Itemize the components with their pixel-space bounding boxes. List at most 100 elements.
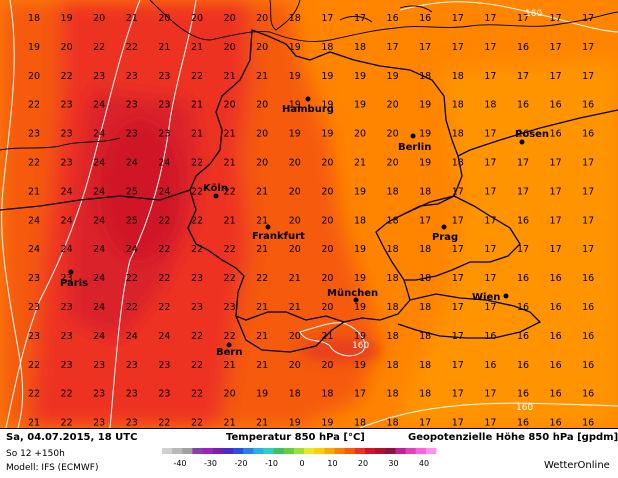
temperature-value: 23 — [61, 331, 73, 342]
temperature-value: 23 — [93, 418, 105, 428]
temperature-value: 20 — [256, 13, 268, 24]
temperature-value: 20 — [191, 13, 203, 24]
temperature-value: 19 — [354, 273, 366, 284]
temperature-value: 21 — [28, 418, 40, 428]
temperature-value: 24 — [93, 129, 105, 140]
legend-tick-label: 10 — [327, 459, 337, 468]
temperature-value: 17 — [517, 244, 529, 255]
austria-border — [397, 293, 542, 339]
temperature-value: 24 — [93, 100, 105, 111]
temperature-value: 24 — [61, 186, 73, 197]
temperature-value: 18 — [387, 302, 399, 313]
temperature-value: 16 — [517, 389, 529, 400]
temperature-value: 19 — [354, 331, 366, 342]
forecast-date: Sa, 04.07.2015, 18 UTC — [6, 432, 138, 443]
city-dot-wien — [503, 293, 509, 299]
temperature-value: 22 — [191, 418, 203, 428]
temperature-value: 20 — [321, 186, 333, 197]
temperature-value: 24 — [93, 158, 105, 169]
temperature-value: 23 — [61, 100, 73, 111]
legend-swatch — [405, 448, 417, 454]
temperature-value: 17 — [452, 13, 464, 24]
temperature-value: 17 — [582, 158, 594, 169]
temperature-value: 21 — [256, 71, 268, 82]
temperature-value: 22 — [158, 215, 170, 226]
temperature-value: 17 — [484, 302, 496, 313]
temperature-value: 22 — [256, 273, 268, 284]
temperature-value: 17 — [582, 42, 594, 53]
legend-bar — [162, 448, 437, 454]
temperature-value: 20 — [321, 360, 333, 371]
contour-labels: 160 160 160 — [352, 9, 542, 413]
temperature-value: 20 — [158, 13, 170, 24]
temperature-value: 19 — [354, 244, 366, 255]
temperature-value: 22 — [224, 186, 236, 197]
temperature-value: 17 — [517, 186, 529, 197]
temperature-value: 18 — [419, 331, 431, 342]
temperature-value: 20 — [354, 129, 366, 140]
north-coast — [149, 0, 618, 43]
temperature-value: 20 — [224, 42, 236, 53]
temperature-value: 17 — [387, 42, 399, 53]
temperature-value: 19 — [354, 360, 366, 371]
contour-label: 160 — [525, 9, 542, 19]
legend-swatch — [385, 448, 396, 454]
contour-center-west — [109, 0, 197, 428]
temperature-value: 17 — [484, 273, 496, 284]
city-label-prag: Prag — [432, 232, 458, 243]
legend-ticks: -40 -30 -20 -10 0 10 20 30 40 — [173, 459, 429, 468]
temperature-value: 18 — [321, 389, 333, 400]
temperature-value: 22 — [191, 389, 203, 400]
temperature-value: 23 — [158, 71, 170, 82]
temperature-value: 16 — [517, 42, 529, 53]
temperature-value: 19 — [289, 418, 301, 428]
temperature-value: 22 — [28, 158, 40, 169]
temperature-value: 19 — [289, 100, 301, 111]
temperature-value: 25 — [126, 215, 138, 226]
temperature-value: 20 — [321, 215, 333, 226]
temperature-value: 18 — [419, 273, 431, 284]
temperature-value: 18 — [387, 360, 399, 371]
legend-tick-label: 30 — [388, 459, 398, 468]
temperature-value: 20 — [289, 360, 301, 371]
temperature-value: 19 — [419, 158, 431, 169]
temperature-value: 21 — [256, 186, 268, 197]
temperature-value: 16 — [550, 389, 562, 400]
temperature-value: 17 — [484, 129, 496, 140]
temperature-value: 23 — [158, 100, 170, 111]
temperature-value: 18 — [484, 100, 496, 111]
temperature-value: 23 — [61, 129, 73, 140]
temperature-value: 23 — [126, 389, 138, 400]
forecast-run: So 12 +150h — [6, 449, 65, 459]
temperature-value: 18 — [452, 100, 464, 111]
poland-east — [457, 109, 618, 157]
temperature-value: 22 — [28, 100, 40, 111]
contour-alps — [299, 322, 366, 357]
city-dot-paris — [68, 269, 74, 275]
temperature-value: 19 — [387, 71, 399, 82]
temperature-value: 22 — [93, 42, 105, 53]
temperature-value: 23 — [61, 273, 73, 284]
temperature-value: 19 — [289, 71, 301, 82]
temperature-value: 18 — [387, 244, 399, 255]
temperature-value: 16 — [550, 360, 562, 371]
temperature-value: 22 — [28, 360, 40, 371]
temperature-value: 23 — [158, 389, 170, 400]
legend-swatch — [273, 448, 285, 454]
temperature-value: 24 — [93, 273, 105, 284]
temperature-value: 16 — [550, 273, 562, 284]
temperature-value: 20 — [289, 158, 301, 169]
temperature-value: 17 — [517, 13, 529, 24]
temperature-value: 18 — [387, 186, 399, 197]
temperature-value: 23 — [61, 158, 73, 169]
temperature-value: 23 — [28, 273, 40, 284]
legend-tick-label: 40 — [419, 459, 429, 468]
temperature-value: 19 — [419, 100, 431, 111]
germany-border — [187, 29, 463, 323]
temperature-value: 17 — [452, 215, 464, 226]
temperature-value: 20 — [256, 42, 268, 53]
temperature-value: 22 — [158, 418, 170, 428]
temperature-value: 18 — [387, 418, 399, 428]
temperature-value: 17 — [484, 158, 496, 169]
temperature-grid: 18 19 20 21 20 20 20 20 18 17 17 16 16 17 17 17 17 17 19 20… — [28, 13, 594, 428]
